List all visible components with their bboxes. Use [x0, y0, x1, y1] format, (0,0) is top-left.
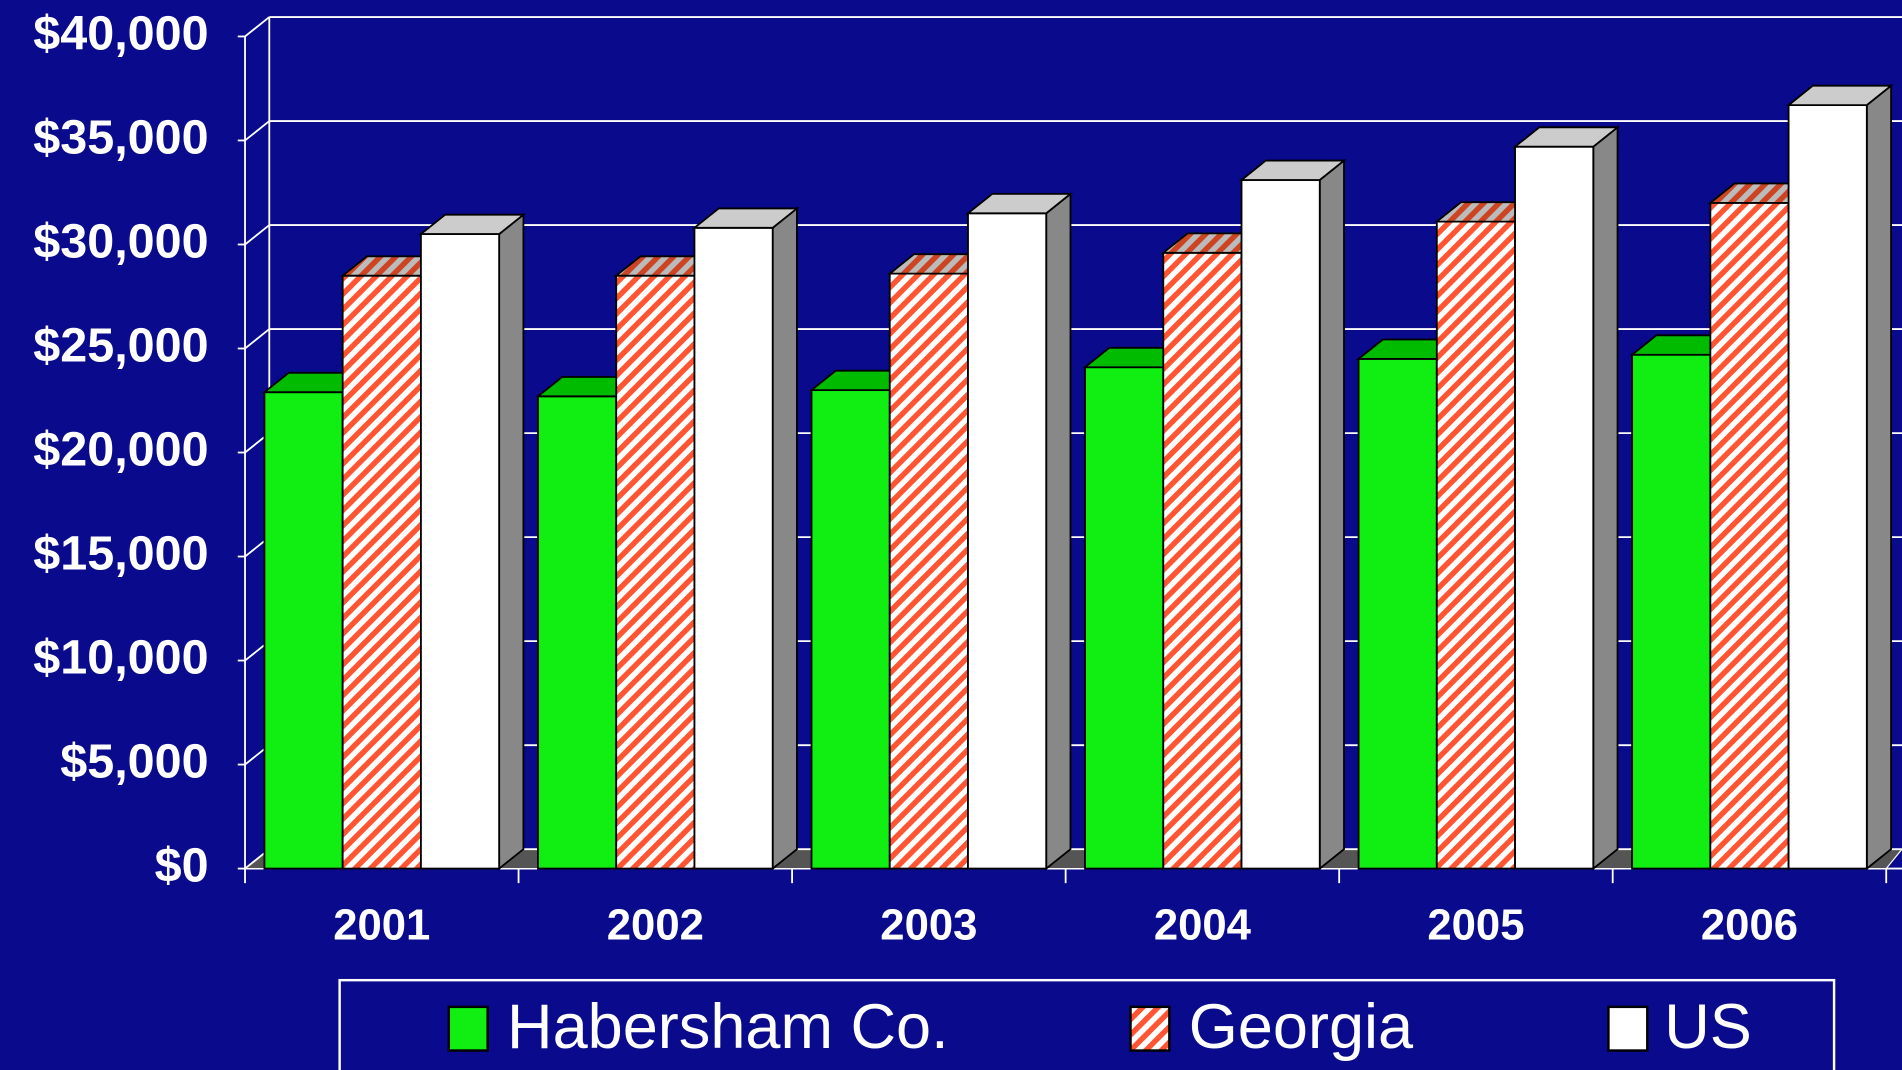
grid-line: [244, 16, 270, 38]
bar-top: [1512, 126, 1621, 148]
y-tick-label: $10,000: [33, 630, 208, 684]
bar-top: [418, 213, 527, 235]
bar: [1787, 104, 1868, 870]
bar: [1631, 353, 1712, 870]
x-tick-label: 2003: [880, 901, 977, 950]
legend-swatch: [1129, 1005, 1171, 1052]
x-tick-label: 2001: [333, 901, 430, 950]
bar: [1357, 357, 1438, 870]
bar: [967, 212, 1048, 870]
bar: [263, 391, 344, 870]
bar-side: [498, 212, 525, 871]
legend-label: US: [1664, 992, 1752, 1062]
grid-line: [244, 328, 270, 350]
x-tick-label: 2004: [1154, 901, 1252, 950]
bar-top: [965, 192, 1074, 215]
grid-line: [244, 224, 270, 246]
legend-swatch: [1607, 1005, 1649, 1052]
bar-side: [771, 206, 798, 871]
bar: [537, 395, 618, 870]
y-tick-label: $5,000: [60, 734, 208, 788]
bar-top: [691, 207, 800, 229]
y-tick-label: $0: [155, 838, 209, 892]
bar: [693, 226, 774, 870]
bar: [341, 274, 422, 870]
x-tick-label: 2006: [1701, 901, 1798, 950]
bar: [1084, 366, 1165, 870]
bar: [1435, 220, 1516, 870]
bar: [1240, 179, 1321, 870]
x-tick-label: 2005: [1427, 901, 1524, 950]
bar-side: [1318, 158, 1345, 871]
bar: [1709, 201, 1790, 870]
y-tick-label: $15,000: [33, 526, 208, 580]
bar-top: [1238, 159, 1347, 181]
y-tick-label: $20,000: [33, 422, 208, 476]
bar: [1162, 251, 1243, 870]
bar: [810, 389, 891, 870]
bar-side: [1865, 83, 1892, 871]
legend-box: [338, 978, 1836, 1070]
bar: [1514, 145, 1595, 870]
legend-swatch: [447, 1005, 489, 1052]
legend-label: Habersham Co.: [507, 992, 949, 1062]
y-tick-label: $25,000: [33, 318, 208, 372]
bar: [420, 233, 501, 870]
grid-line: [244, 120, 270, 142]
legend-label: Georgia: [1189, 992, 1414, 1062]
y-tick-label: $35,000: [33, 110, 208, 164]
y-tick-label: $30,000: [33, 214, 208, 268]
bar: [888, 272, 969, 870]
bar-side: [1045, 191, 1072, 871]
bar: [615, 274, 696, 870]
bar-top: [1785, 84, 1894, 107]
bar-side: [1592, 125, 1619, 871]
x-tick-label: 2002: [607, 901, 704, 950]
y-tick-label: $40,000: [33, 6, 208, 60]
